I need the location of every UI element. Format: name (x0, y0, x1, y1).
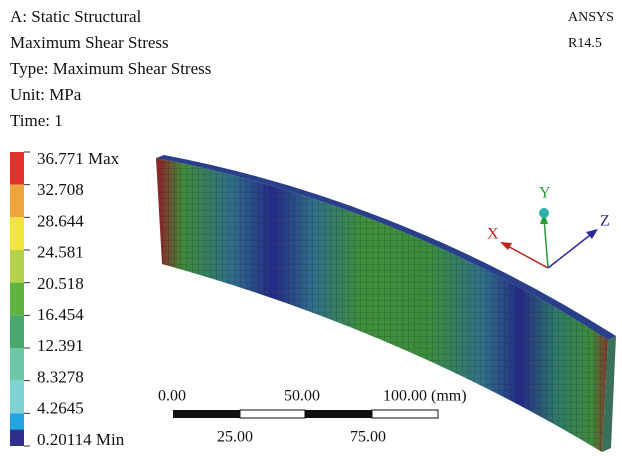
legend-swatch (10, 348, 24, 381)
z-arrow (586, 229, 598, 239)
y-label: Y (539, 185, 551, 202)
scale-segment (173, 410, 240, 418)
legend-swatch (10, 282, 24, 316)
header-line: A: Static Structural (10, 7, 142, 26)
triad: X Y Z (487, 185, 610, 269)
legend-label: 12.391 (37, 336, 84, 355)
legend-label: 36.771 Max (37, 149, 120, 168)
legend-swatch (10, 250, 24, 283)
product-name: ANSYS (568, 10, 614, 25)
z-label: Z (600, 213, 610, 230)
legend-label: 16.454 (37, 305, 84, 324)
beam-mesh (156, 158, 608, 452)
header-line: Maximum Shear Stress (10, 33, 169, 52)
legend-label: 28.644 (37, 211, 84, 230)
x-arrow (500, 242, 512, 250)
legend-swatch (10, 380, 24, 414)
header-line: Time: 1 (10, 111, 63, 130)
legend-label: 8.3278 (37, 367, 84, 386)
legend-label: 20.518 (37, 274, 84, 293)
y-axis (543, 217, 549, 269)
scale-label: 50.00 (284, 388, 320, 405)
beam-end (602, 336, 616, 452)
x-axis (503, 243, 549, 269)
header: A: Static Structural Maximum Shear Stres… (10, 7, 211, 130)
legend-label: 4.2645 (37, 399, 84, 418)
scale-segment (239, 409, 306, 419)
legend-swatch (10, 315, 24, 348)
legend: 36.771 Max 32.708 28.644 24.581 20.518 16.454… (10, 149, 125, 449)
scale-label: 0.00 (158, 388, 186, 405)
scale-label: 100.00 (mm) (383, 388, 467, 405)
scale-label: 25.00 (217, 429, 253, 446)
scale-segment (305, 410, 372, 418)
legend-swatch (10, 184, 24, 218)
header-line: Type: Maximum Shear Stress (10, 59, 211, 78)
legend-swatch (10, 217, 24, 250)
legend-swatch (10, 429, 24, 446)
scale-label: 75.00 (350, 429, 386, 446)
y-ball (539, 208, 549, 218)
product-version: R14.5 (568, 36, 602, 51)
x-label: X (487, 226, 499, 243)
scale-bar: 0.00 50.00 100.00 (mm) 25.00 75.00 (158, 388, 467, 446)
legend-label: 32.708 (37, 180, 84, 199)
header-line: Unit: MPa (10, 85, 82, 104)
legend-label: 24.581 (37, 243, 84, 262)
z-axis (547, 231, 595, 269)
legend-swatch (10, 152, 24, 185)
legend-label: 0.20114 Min (37, 430, 125, 449)
scale-segment (371, 409, 439, 419)
beam (156, 155, 616, 452)
